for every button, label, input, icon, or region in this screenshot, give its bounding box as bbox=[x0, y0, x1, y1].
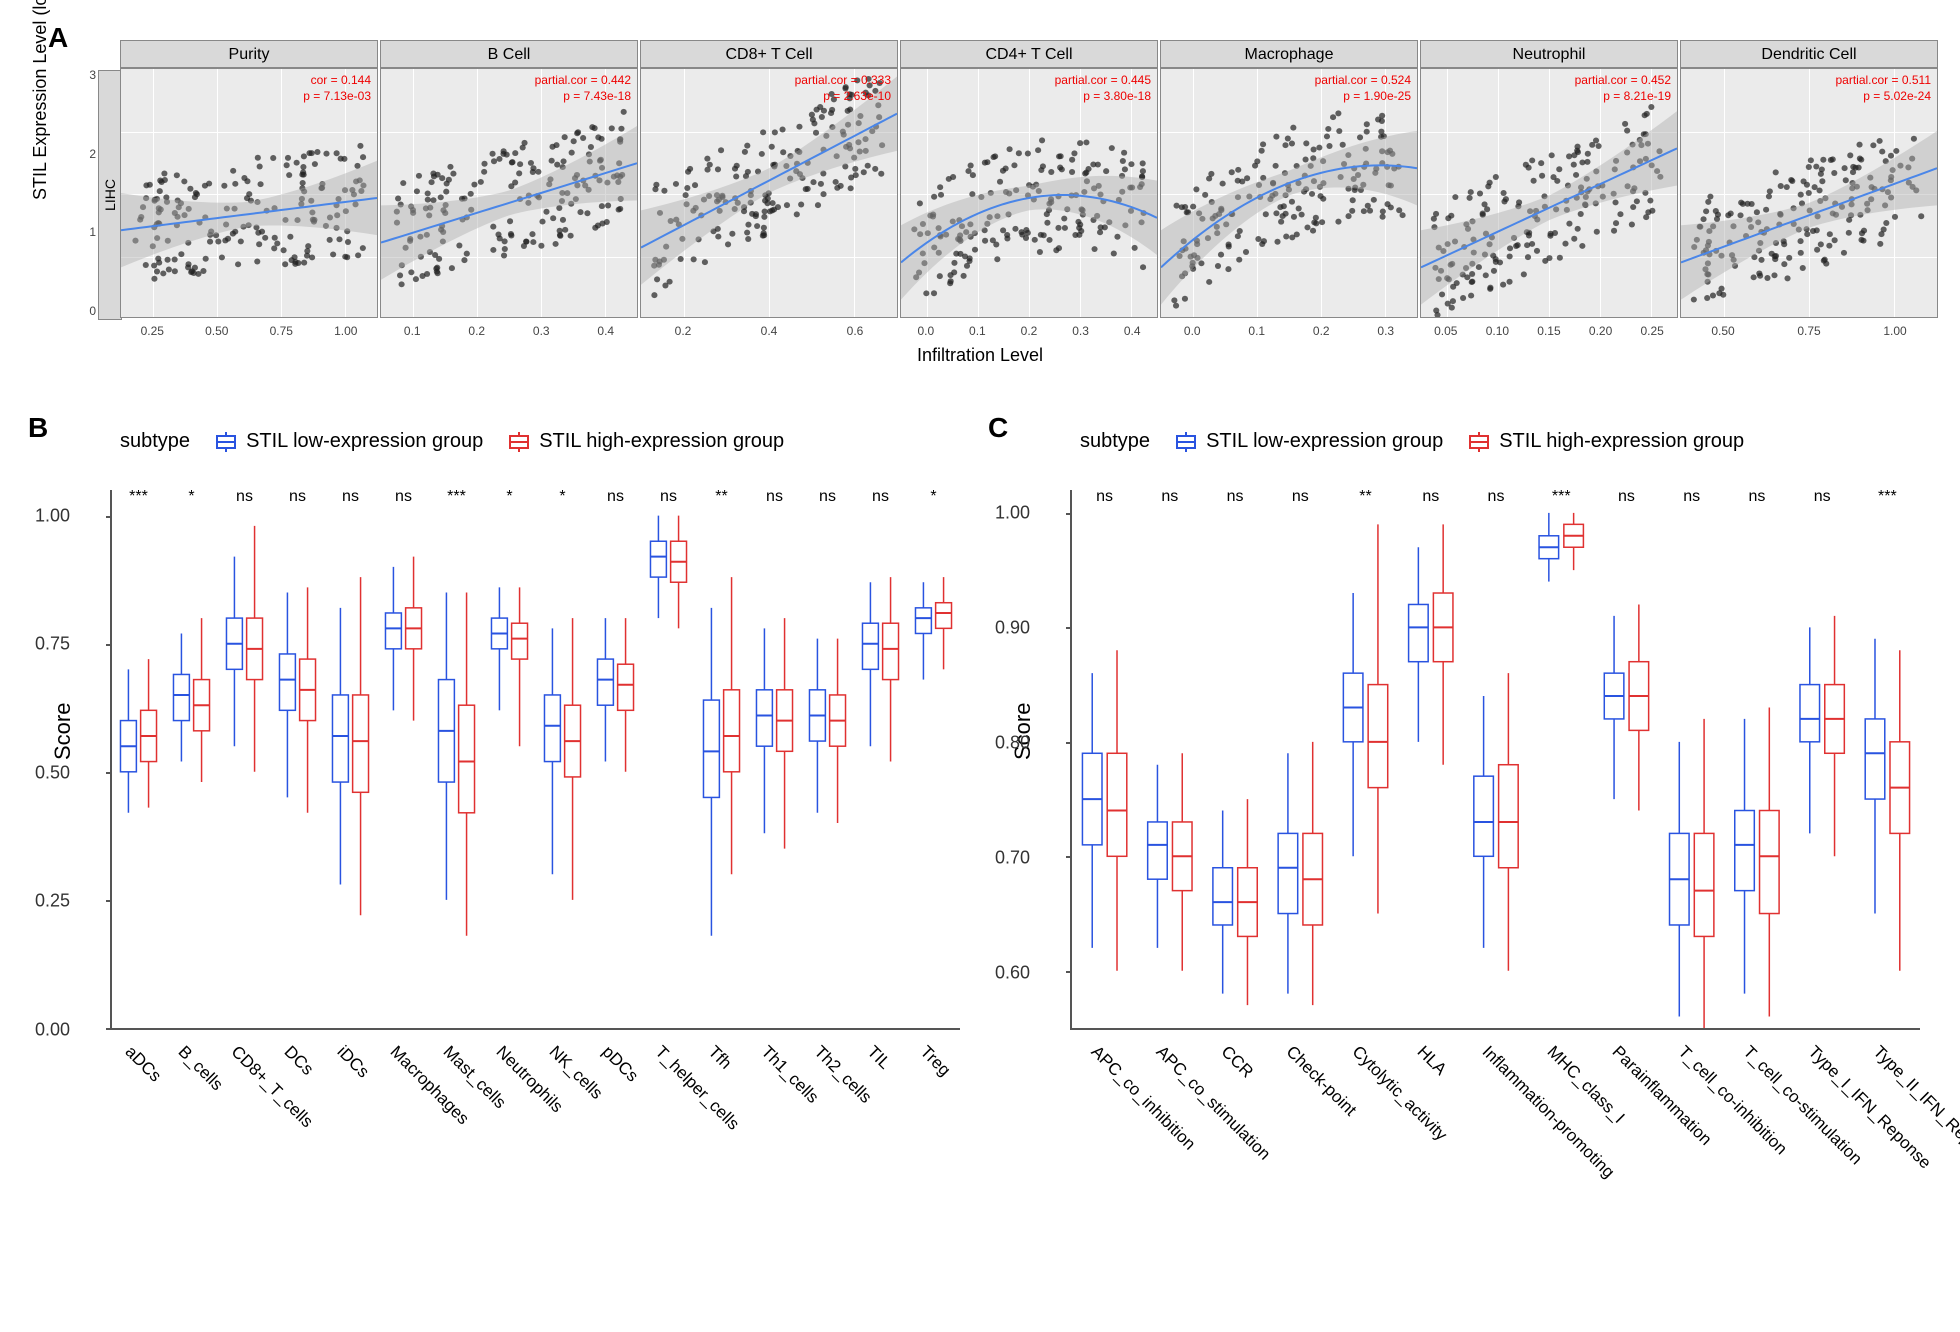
legend-low: STIL low-expression group bbox=[212, 430, 483, 453]
x-category-label: pDCs bbox=[597, 1042, 641, 1086]
panel-C-chart: nsnsnsns**nsns***nsnsnsns*** bbox=[1070, 490, 1920, 1030]
panel-A-x-axis-label: Infiltration Level bbox=[917, 345, 1043, 366]
scatter-subplot: Neutrophil partial.cor = 0.452p = 8.21e-1… bbox=[1420, 40, 1678, 320]
scatter-stat-text: partial.cor = 0.511p = 5.02e-24 bbox=[1835, 73, 1931, 104]
panel-C-x-categories: APC_co_inhibitionAPC_co_stimulationCCRCh… bbox=[1070, 1036, 1920, 1286]
scatter-subplot-title: Neutrophil bbox=[1420, 40, 1678, 68]
scatter-stat-text: partial.cor = 0.452p = 8.21e-19 bbox=[1575, 73, 1671, 104]
panel-B-y-axis-label: Score bbox=[50, 703, 76, 760]
scatter-subplot: Dendritic Cell partial.cor = 0.511p = 5.0… bbox=[1680, 40, 1938, 320]
panel-B-label: B bbox=[28, 412, 48, 444]
panel-C-label: C bbox=[988, 412, 1008, 444]
x-category-label: TIL bbox=[862, 1042, 894, 1074]
scatter-subplot-body: partial.cor = 0.442p = 7.43e-18 bbox=[380, 68, 638, 318]
scatter-subplot-body: partial.cor = 0.511p = 5.02e-24 bbox=[1680, 68, 1938, 318]
x-category-label: Th1_cells bbox=[756, 1042, 822, 1108]
scatter-subplot: Macrophage partial.cor = 0.524p = 1.90e-2… bbox=[1160, 40, 1418, 320]
x-category-label: Type_I_IFN_Reponse bbox=[1804, 1042, 1935, 1173]
panel-A-side-strip: LIHC bbox=[98, 70, 122, 320]
panel-C: C subtype STIL low-expression group STIL… bbox=[980, 420, 1940, 1310]
x-category-label: Th2_cells bbox=[809, 1042, 875, 1108]
scatter-subplot-title: CD8+ T Cell bbox=[640, 40, 898, 68]
scatter-stat-text: partial.cor = 0.442p = 7.43e-18 bbox=[535, 73, 631, 104]
x-category-label: aDCs bbox=[120, 1042, 164, 1086]
x-category-label: HLA bbox=[1413, 1042, 1451, 1080]
panel-B-boxplot-svg bbox=[112, 490, 960, 1028]
x-category-label: Inflammation-promoting bbox=[1478, 1042, 1618, 1182]
panel-A-label: A bbox=[48, 22, 68, 54]
panel-A-subplot-row: Puritycor = 0.144p = 7.13e-030.250.500.7… bbox=[120, 40, 1940, 320]
scatter-x-ticks: 0.10.20.30.4 bbox=[380, 324, 638, 338]
panel-B-chart: ****nsnsnsns*****nsns**nsnsns* bbox=[110, 490, 960, 1030]
scatter-x-ticks: 0.00.10.20.30.4 bbox=[900, 324, 1158, 338]
x-category-label: T_cell_co-inhibition bbox=[1674, 1042, 1791, 1159]
x-category-label: APC_co_stimulation bbox=[1152, 1042, 1274, 1164]
scatter-stat-text: partial.cor = 0.445p = 3.80e-18 bbox=[1055, 73, 1151, 104]
scatter-subplot-body: partial.cor = 0.333p = 2.63e-10 bbox=[640, 68, 898, 318]
panel-B-x-categories: aDCsB_cellsCD8+_T_cellsDCsiDCsMacrophage… bbox=[110, 1036, 960, 1286]
x-category-label: Tfh bbox=[703, 1042, 735, 1074]
scatter-stat-text: partial.cor = 0.524p = 1.90e-25 bbox=[1315, 73, 1411, 104]
scatter-x-ticks: 0.500.751.00 bbox=[1680, 324, 1938, 338]
panel-C-boxplot-svg bbox=[1072, 490, 1920, 1028]
panel-B: B subtype STIL low-expression group STIL… bbox=[20, 420, 980, 1310]
scatter-stat-text: partial.cor = 0.333p = 2.63e-10 bbox=[795, 73, 891, 104]
scatter-subplot-title: Dendritic Cell bbox=[1680, 40, 1938, 68]
scatter-subplot-title: Macrophage bbox=[1160, 40, 1418, 68]
scatter-subplot: CD4+ T Cell partial.cor = 0.445p = 3.80e-… bbox=[900, 40, 1158, 320]
scatter-subplot: Puritycor = 0.144p = 7.13e-030.250.500.7… bbox=[120, 40, 378, 320]
legend-title: subtype bbox=[120, 430, 190, 453]
scatter-subplot-body: partial.cor = 0.452p = 8.21e-19 bbox=[1420, 68, 1678, 318]
x-category-label: Treg bbox=[915, 1042, 953, 1080]
scatter-x-ticks: 0.20.40.6 bbox=[640, 324, 898, 338]
panel-C-legend: subtype STIL low-expression group STIL h… bbox=[1080, 430, 1744, 453]
scatter-subplot-title: B Cell bbox=[380, 40, 638, 68]
scatter-subplot-title: Purity bbox=[120, 40, 378, 68]
legend-high: STIL high-expression group bbox=[505, 430, 784, 453]
scatter-subplot: CD8+ T Cell partial.cor = 0.333p = 2.63e-… bbox=[640, 40, 898, 320]
x-category-label: T_cell_co-stimulation bbox=[1739, 1042, 1866, 1169]
x-category-label: B_cells bbox=[173, 1042, 226, 1095]
panel-A-y-ticks: 3 2 1 0 bbox=[76, 68, 96, 318]
panel-A-y-axis-label: STIL Expression Level (log2 TPM) bbox=[30, 0, 51, 200]
x-category-label: DCs bbox=[279, 1042, 317, 1080]
scatter-subplot-body: partial.cor = 0.445p = 3.80e-18 bbox=[900, 68, 1158, 318]
panel-A-side-label: LIHC bbox=[102, 179, 118, 211]
scatter-subplot-body: partial.cor = 0.524p = 1.90e-25 bbox=[1160, 68, 1418, 318]
scatter-subplot-title: CD4+ T Cell bbox=[900, 40, 1158, 68]
legend-high: STIL high-expression group bbox=[1465, 430, 1744, 453]
scatter-x-ticks: 0.250.500.751.00 bbox=[120, 324, 378, 338]
panel-A: A STIL Expression Level (log2 TPM) LIHC … bbox=[20, 10, 1940, 370]
scatter-subplot-body: cor = 0.144p = 7.13e-03 bbox=[120, 68, 378, 318]
legend-title: subtype bbox=[1080, 430, 1150, 453]
panel-B-legend: subtype STIL low-expression group STIL h… bbox=[120, 430, 784, 453]
scatter-subplot: B Cellpartial.cor = 0.442p = 7.43e-180.1… bbox=[380, 40, 638, 320]
x-category-label: iDCs bbox=[332, 1042, 372, 1082]
scatter-x-ticks: 0.00.10.20.3 bbox=[1160, 324, 1418, 338]
scatter-stat-text: cor = 0.144p = 7.13e-03 bbox=[303, 73, 371, 104]
x-category-label: CCR bbox=[1217, 1042, 1257, 1082]
scatter-x-ticks: 0.050.100.150.200.25 bbox=[1420, 324, 1678, 338]
legend-low: STIL low-expression group bbox=[1172, 430, 1443, 453]
